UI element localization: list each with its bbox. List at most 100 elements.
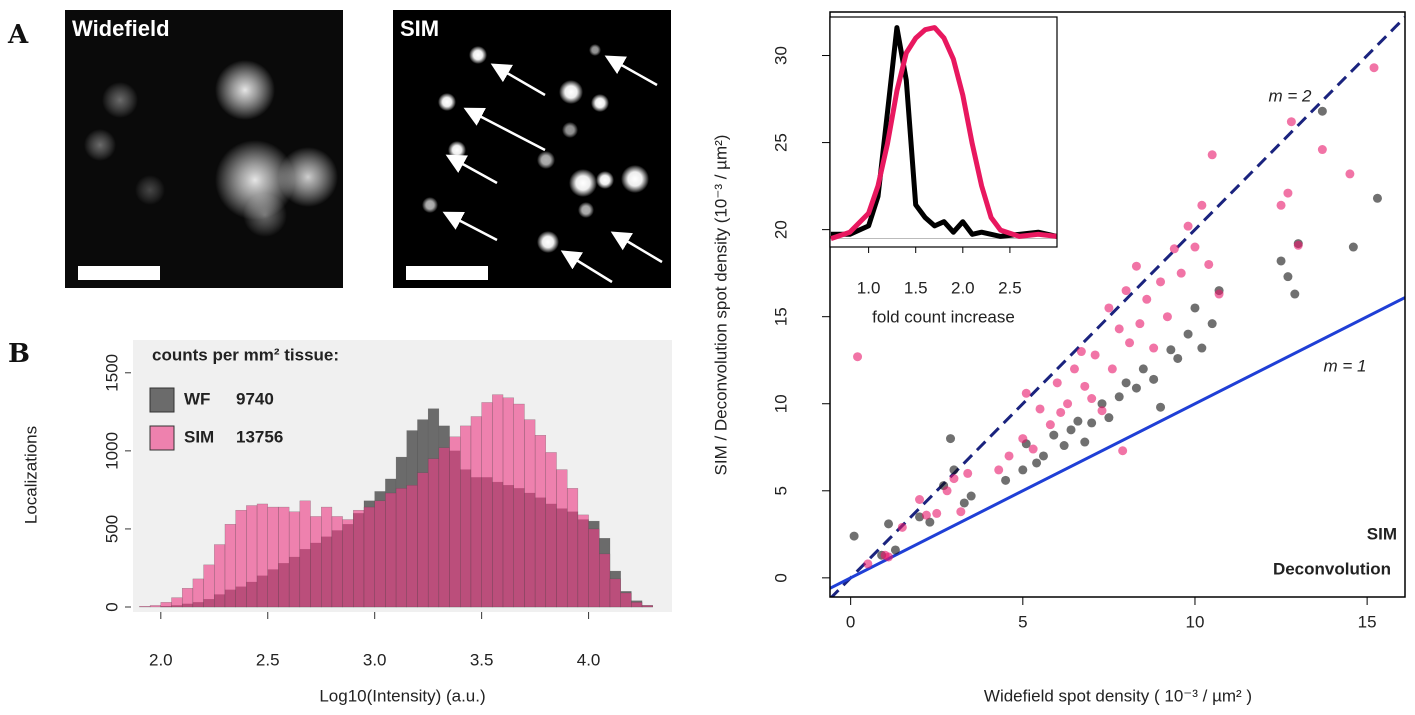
scatter-point — [853, 352, 863, 362]
inset-frame — [829, 16, 1058, 248]
panel-label: B — [8, 339, 30, 369]
line-label: m = 2 — [1269, 86, 1313, 105]
scatter-point — [946, 434, 956, 444]
x-tick-label: 2.5 — [998, 278, 1022, 297]
panel-label: A — [7, 20, 29, 50]
x-tick-label: 3.0 — [363, 650, 387, 669]
legend-count: 9740 — [236, 389, 274, 408]
histogram-bar — [417, 472, 429, 608]
histogram-bar — [620, 592, 632, 608]
density-curve — [830, 25, 1057, 241]
scatter-point — [1173, 353, 1183, 363]
scatter-point — [890, 545, 900, 555]
scatter-point — [994, 465, 1004, 475]
legend-label: Deconvolution — [1273, 559, 1391, 578]
x-tick-label: 2.5 — [256, 650, 280, 669]
reference-line — [830, 16, 1405, 597]
scatter-point — [1317, 145, 1327, 155]
histogram-bar — [192, 578, 204, 608]
scatter-point — [949, 474, 959, 484]
histogram-bar — [545, 452, 557, 608]
histogram-bar — [427, 458, 440, 608]
scatter-point — [1125, 338, 1135, 348]
x-tick-label: 5 — [1018, 612, 1027, 631]
histogram-bar — [363, 506, 375, 608]
scatter-point — [1142, 294, 1152, 304]
histogram-bar — [513, 403, 525, 608]
histogram-bar — [267, 506, 279, 608]
scatter-point — [942, 486, 952, 496]
scatter-point — [915, 512, 925, 522]
scatter-point — [1104, 413, 1114, 423]
scatter-point — [1183, 221, 1193, 231]
histogram-bar — [278, 506, 290, 608]
histogram-bar — [299, 500, 311, 608]
scatter-point — [863, 559, 873, 569]
image-label: Widefield — [72, 16, 170, 41]
histogram-bar — [566, 488, 579, 608]
scatter-point — [1283, 272, 1293, 282]
scatter-point — [1276, 200, 1286, 210]
scatter-point — [949, 465, 959, 475]
image-label: SIM — [400, 16, 439, 41]
scatter-point — [1176, 268, 1186, 278]
x-tick-label: 3.5 — [470, 650, 494, 669]
histogram-bar — [342, 519, 354, 608]
scatter-point — [1076, 347, 1086, 357]
widefield-image: Widefield — [65, 10, 343, 288]
histogram-bar — [556, 469, 568, 608]
scatter-point — [1138, 364, 1148, 374]
histogram-bar — [588, 528, 600, 608]
x-axis-label: fold count increase — [872, 307, 1015, 326]
legend-label: SIM — [1367, 524, 1397, 543]
histogram-bar — [288, 511, 301, 608]
scatter-point — [1032, 458, 1042, 468]
histogram-bar — [406, 485, 418, 608]
scatter-point — [1207, 150, 1217, 160]
y-axis-label: Localizations — [21, 426, 40, 524]
scatter-point — [1149, 374, 1159, 384]
scatter-point — [1345, 169, 1355, 179]
scatter-point — [1018, 434, 1028, 444]
scatter-point — [1087, 418, 1097, 428]
sim-image: SIM — [393, 10, 671, 288]
histogram-bar — [224, 524, 236, 608]
scatter-point — [1118, 446, 1128, 456]
reference-line — [830, 296, 1405, 590]
x-axis-label: Log10(Intensity) (a.u.) — [319, 686, 485, 705]
scatter-point — [1131, 383, 1141, 393]
y-tick-label: 0 — [771, 573, 790, 582]
histogram-bar — [203, 564, 215, 608]
legend-swatch — [149, 425, 175, 451]
scatter-point — [1080, 381, 1090, 391]
histogram-bar — [609, 578, 621, 608]
scatter-point — [1114, 324, 1124, 334]
scatter-point — [1166, 345, 1176, 355]
x-axis-label: Widefield spot density ( 10⁻³ / µm² ) — [984, 686, 1252, 705]
histogram-bar — [321, 506, 333, 608]
scatter-point — [915, 495, 925, 504]
histogram-bar — [631, 602, 643, 608]
scatter-point — [1080, 437, 1090, 447]
inset-background — [830, 17, 1057, 247]
scatter-point — [1156, 402, 1166, 412]
scatter-point — [1156, 277, 1166, 287]
scatter-point — [897, 522, 907, 532]
histogram-bar — [577, 514, 589, 608]
histogram-bar — [599, 553, 611, 608]
y-tick-label: 15 — [771, 307, 790, 326]
inset-lines — [830, 25, 1057, 241]
histogram-bar — [502, 397, 514, 608]
scatter-point — [1038, 451, 1048, 461]
scatter-point — [1372, 193, 1382, 203]
histogram-bar — [438, 447, 450, 608]
scatter-point — [1021, 388, 1031, 398]
scatter-point — [1059, 441, 1069, 451]
scatter-point — [1283, 188, 1293, 198]
histogram-bar — [149, 605, 162, 608]
scatter-point — [1121, 378, 1131, 388]
scatter-point — [1090, 350, 1100, 360]
y-axis-label: SIM / Deconvolution spot density (10⁻³ /… — [711, 135, 730, 476]
scatter-point — [849, 531, 859, 541]
scatter-point — [1073, 416, 1083, 426]
